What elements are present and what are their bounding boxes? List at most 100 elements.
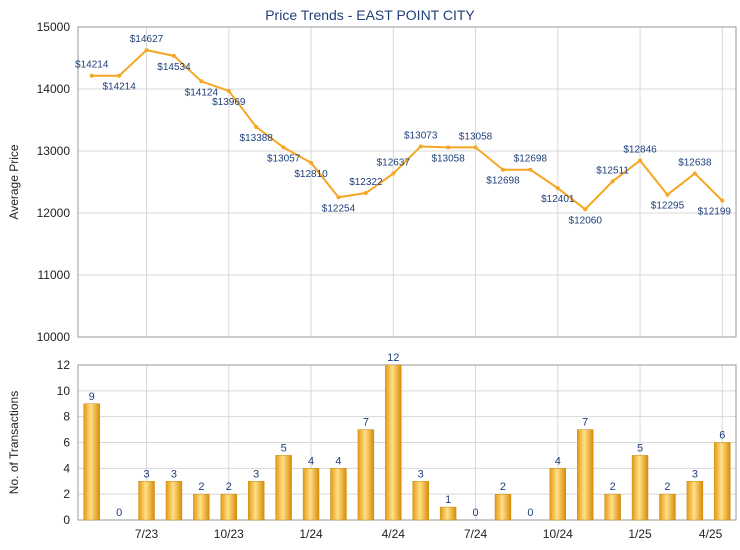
price-point: [226, 88, 231, 93]
price-point: [199, 79, 204, 84]
price-point: [528, 167, 533, 172]
x-tick-label: 4/24: [382, 527, 406, 541]
transaction-bar: [385, 364, 402, 521]
transaction-bar: [302, 468, 320, 521]
transaction-bar: [714, 442, 731, 521]
transaction-bar: [193, 493, 210, 521]
plot-frame: [77, 26, 737, 338]
bar-data-label: 0: [527, 507, 533, 519]
price-point: [144, 48, 149, 53]
price-data-label: $12698: [486, 176, 520, 187]
transaction-bar: [83, 403, 100, 521]
price-data-label: $13969: [212, 97, 246, 108]
bar-data-label: 2: [500, 481, 506, 493]
chart-title: Price Trends - EAST POINT CITY: [265, 7, 475, 23]
bar-data-label: 5: [281, 442, 287, 454]
price-data-label: $12846: [623, 145, 657, 156]
bar-data-label: 3: [171, 468, 177, 480]
bar-data-label: 3: [692, 468, 698, 480]
price-point: [610, 179, 615, 184]
y-tick-label: 4: [63, 461, 70, 475]
price-data-label: $14214: [102, 82, 136, 93]
price-point: [720, 198, 725, 203]
transaction-bar: [330, 468, 347, 521]
price-line-panel: 10000 11000 12000 13000 14000 15000 Average Pr…: [7, 20, 737, 344]
bar-data-label: 4: [335, 455, 341, 467]
transaction-bar: [577, 429, 594, 521]
y-tick-label: 14000: [37, 82, 71, 96]
price-point: [391, 171, 396, 176]
bar-data-label: 7: [582, 417, 588, 429]
y-tick-label: 6: [63, 436, 70, 450]
x-tick-label: 1/24: [299, 527, 323, 541]
y-tick-label: 10000: [37, 330, 71, 344]
price-point: [309, 160, 314, 165]
price-point: [363, 191, 368, 196]
bar-data-label: 2: [198, 481, 204, 493]
y-tick-label: 12: [57, 358, 71, 372]
price-data-label: $12199: [698, 207, 732, 218]
y-tick-label: 2: [63, 487, 70, 501]
price-data-label: $12060: [569, 215, 603, 226]
price-point: [254, 124, 259, 129]
bar-data-label: 3: [418, 468, 424, 480]
price-point: [281, 145, 286, 150]
price-data-label: $12295: [651, 201, 685, 212]
bar-data-label: 0: [116, 507, 122, 519]
price-data-label: $12810: [294, 169, 328, 180]
bar-data-label: 3: [143, 468, 149, 480]
x-tick-label: 4/25: [699, 527, 723, 541]
price-point: [473, 145, 478, 150]
bar-data-label: 9: [89, 391, 95, 403]
price-point: [500, 167, 505, 172]
price-data-label: $13058: [459, 131, 493, 142]
bar-data-label: 7: [363, 417, 369, 429]
transaction-bar: [686, 481, 704, 521]
x-tick-label: 7/24: [464, 527, 488, 541]
bar-data-label: 1: [445, 494, 451, 506]
y-axis-title: Average Price: [7, 144, 21, 219]
price-data-label: $12511: [596, 165, 629, 176]
y-axis-title: No. of Transactions: [7, 391, 21, 494]
price-data-label: $14124: [185, 87, 219, 98]
price-data-label: $12401: [541, 194, 575, 205]
bar-data-label: 2: [610, 481, 616, 493]
x-tick-label: 10/23: [214, 527, 244, 541]
price-point: [665, 192, 670, 197]
bar-data-label: 3: [253, 468, 259, 480]
price-data-label: $14627: [130, 34, 164, 45]
y-tick-label: 12000: [37, 206, 71, 220]
x-tick-label: 10/24: [543, 527, 573, 541]
transaction-bar: [659, 493, 676, 521]
transaction-bar: [275, 455, 292, 521]
price-point: [117, 73, 122, 78]
transaction-bar: [248, 481, 265, 521]
price-point: [583, 207, 588, 212]
price-data-label: $13057: [267, 153, 301, 164]
y-tick-label: 0: [63, 513, 70, 527]
transaction-bar: [604, 493, 621, 521]
price-data-label: $13073: [404, 130, 438, 141]
y-tick-label: 8: [63, 410, 70, 424]
bar-data-label: 6: [719, 430, 725, 442]
transaction-bar: [631, 455, 649, 521]
transaction-bar: [549, 468, 566, 521]
price-data-label: $14534: [157, 62, 191, 73]
bar-data-label: 2: [226, 481, 232, 493]
bar-data-label: 4: [308, 455, 314, 467]
price-point: [89, 73, 94, 78]
price-point: [171, 53, 176, 58]
y-tick-label: 13000: [37, 144, 71, 158]
price-point: [418, 144, 423, 149]
transaction-bar: [412, 481, 429, 521]
price-point: [692, 171, 697, 176]
y-tick-label: 10: [57, 384, 71, 398]
transaction-bar: [357, 429, 375, 521]
price-data-label: $13058: [431, 153, 465, 164]
transaction-bar: [220, 493, 237, 521]
y-tick-label: 11000: [38, 268, 71, 282]
price-data-label: $12637: [377, 158, 411, 169]
transaction-bar: [165, 481, 183, 521]
price-point: [446, 145, 451, 150]
